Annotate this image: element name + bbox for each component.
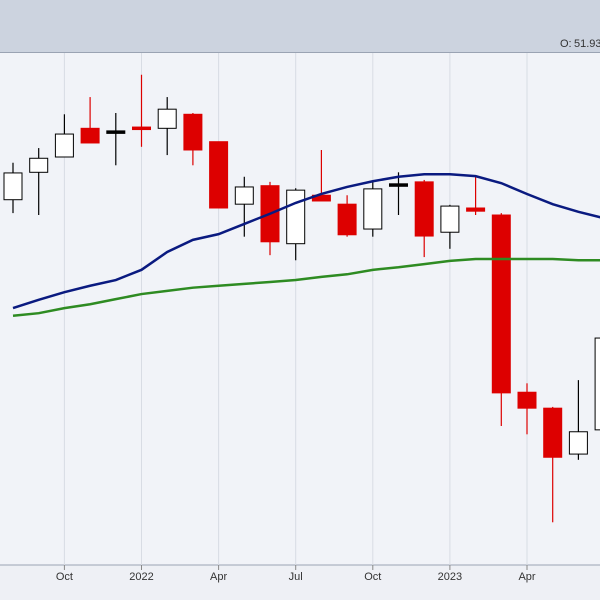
candle-body [234, 186, 254, 205]
x-tick-label: Apr [210, 571, 227, 583]
x-tick-label: 2023 [438, 571, 462, 583]
candle-body [106, 130, 126, 134]
candle-body [29, 157, 49, 173]
candle-body [363, 188, 383, 230]
x-tick-label: Apr [518, 571, 535, 583]
candle-body [132, 126, 151, 131]
candle-body [54, 133, 74, 158]
candle-body [543, 407, 563, 458]
x-axis-area [0, 565, 600, 600]
candle-body [389, 183, 408, 187]
candle-body [491, 214, 511, 394]
candle-body [3, 172, 23, 201]
x-tick-label: Jul [289, 571, 303, 583]
candle-body [440, 205, 460, 233]
candle-body [466, 207, 486, 212]
candle-body [337, 203, 357, 236]
x-tick-label: 2022 [129, 571, 153, 583]
x-tick-label: Oct [364, 571, 381, 583]
candle-body [517, 391, 537, 409]
candle-body [80, 127, 100, 144]
top-bar [0, 0, 600, 52]
top-border [0, 52, 600, 53]
candle-body [414, 181, 434, 237]
candle-body [157, 108, 177, 129]
candle-body [183, 113, 203, 151]
candle-body [594, 337, 600, 431]
candle-body [568, 431, 588, 455]
x-tick-label: Oct [56, 571, 73, 583]
header-label: O: [560, 38, 572, 50]
header-value: 51.93 [574, 38, 600, 50]
candle-body [286, 189, 306, 245]
candle-body [209, 141, 229, 209]
moving-average-line [12, 257, 600, 317]
moving-average-line [12, 172, 600, 310]
